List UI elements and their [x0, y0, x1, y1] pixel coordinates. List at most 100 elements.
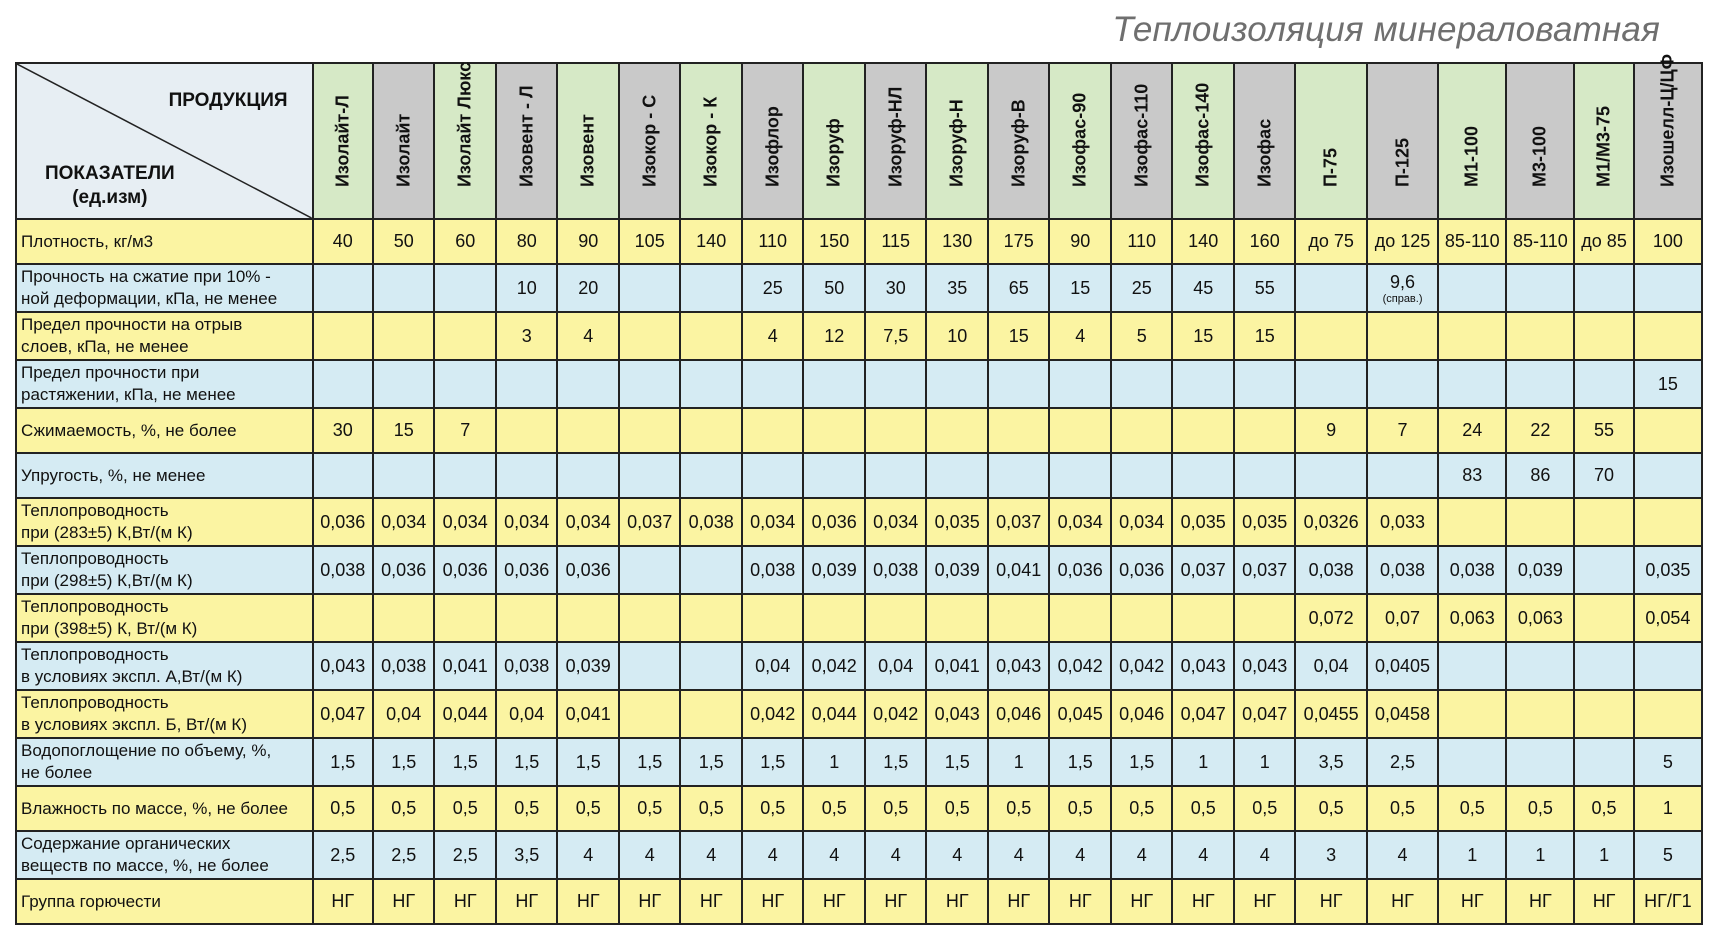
- indicators-label: ПОКАЗАТЕЛИ (ед.изм): [45, 162, 175, 210]
- table-cell: 1,5: [311, 737, 374, 787]
- cell-value: 0,047: [1180, 703, 1226, 724]
- table-cell: [1437, 263, 1508, 313]
- column-header: М1-100: [1437, 62, 1508, 220]
- table-cell: 0,038: [740, 545, 805, 595]
- table-cell: 0,5: [311, 785, 374, 832]
- table-cell: 2,5: [433, 830, 497, 880]
- table-cell: 0,037: [1171, 545, 1235, 595]
- column-header: Изошелл-Ц/ЦФ: [1632, 54, 1704, 220]
- cell-value: 0,063: [1449, 607, 1495, 628]
- column-header-label: Изоруф-В: [1008, 99, 1029, 187]
- table-cell: 140: [679, 218, 743, 265]
- table-cell: [925, 359, 989, 409]
- table-cell: [617, 545, 682, 595]
- column-header-label: Изолайт-Л: [332, 95, 353, 187]
- table-cell: [617, 641, 682, 691]
- cell-value: 1: [1198, 751, 1209, 772]
- table-cell: 7: [433, 407, 497, 454]
- cell-value: 4: [1013, 844, 1024, 865]
- table-cell: до 75: [1294, 218, 1368, 265]
- table-cell: [1632, 497, 1704, 547]
- cell-value: 105: [634, 231, 665, 251]
- table-cell: НГ: [1048, 878, 1112, 925]
- cell-value: 85-110: [1513, 231, 1568, 251]
- table-cell: НГ: [556, 878, 620, 925]
- table-cell: 0,038: [371, 641, 436, 691]
- table-cell: 4: [1048, 311, 1112, 361]
- column-header-label: Изофас-140: [1192, 82, 1213, 187]
- cell-value: 0,04: [1313, 655, 1349, 676]
- cell-value: 65: [1008, 277, 1029, 298]
- table-cell: [1573, 641, 1635, 691]
- table-cell: [1505, 641, 1576, 691]
- table-cell: [863, 452, 928, 499]
- table-cell: [371, 359, 436, 409]
- cell-value: 0,039: [1517, 559, 1563, 580]
- table-cell: 1,5: [556, 737, 620, 787]
- cell-value: 0,044: [811, 703, 857, 724]
- table-cell: [1294, 311, 1368, 361]
- table-cell: [740, 593, 805, 643]
- cell-value: 0,036: [811, 511, 857, 532]
- cell-value: до 125: [1374, 231, 1431, 251]
- cell-value: 4: [890, 844, 901, 865]
- cell-value: НГ: [515, 891, 539, 911]
- table-cell: [1109, 407, 1174, 454]
- row-label-line: Влажность по массе, %, не более: [21, 798, 288, 818]
- cell-value: 10: [516, 277, 537, 298]
- table-cell: [433, 359, 497, 409]
- column-header: Изовент - Л: [494, 62, 559, 220]
- cell-value: 1: [1535, 844, 1546, 865]
- table-cell: НГ: [1573, 878, 1635, 925]
- table-cell: [1365, 311, 1440, 361]
- table-row: Сжимаемость, %, не более 30 15 7 9 7 24 22 55: [15, 407, 1704, 454]
- table-cell: 2,5: [371, 830, 436, 880]
- table-cell: [1573, 497, 1635, 547]
- table-cell: 0,038: [679, 497, 743, 547]
- cell-value: 90: [578, 231, 599, 251]
- row-label: Плотность, кг/м3: [15, 218, 314, 265]
- cell-value: 0,044: [442, 703, 488, 724]
- cell-value: 2,5: [1390, 751, 1416, 772]
- table-cell: НГ: [1365, 878, 1440, 925]
- table-cell: 1,5: [925, 737, 989, 787]
- cell-value: 0,036: [442, 559, 488, 580]
- table-cell: [1232, 407, 1297, 454]
- table-cell: [1573, 311, 1635, 361]
- cell-value: НГ: [1253, 891, 1277, 911]
- cell-value: 4: [706, 844, 717, 865]
- table-cell: 0,047: [311, 689, 374, 739]
- table-cell: 0,5: [433, 785, 497, 832]
- cell-value: 1,5: [1129, 751, 1155, 772]
- column-header-label: Изокор - К: [700, 96, 721, 187]
- table-cell: 0,5: [1437, 785, 1508, 832]
- table-row: Теплопроводность в условиях экспл. Б, Вт/…: [15, 689, 1704, 739]
- row-label: Предел прочности на отрыв слоев, кПа, не …: [15, 311, 314, 361]
- table-cell: 15: [1171, 311, 1235, 361]
- table-cell: [1437, 359, 1508, 409]
- table-row: Группа горючести НГ НГ НГ НГ НГ НГ НГ НГ НГ НГ НГ НГ…: [15, 878, 1704, 925]
- table-cell: 0,5: [1048, 785, 1112, 832]
- column-header-label: Изовент: [577, 114, 598, 187]
- table-cell: 0,5: [1171, 785, 1235, 832]
- table-cell: [1505, 359, 1576, 409]
- cell-value: 3,5: [1318, 751, 1344, 772]
- cell-value: 0,034: [873, 511, 919, 532]
- cell-value: 1,5: [760, 751, 786, 772]
- table-cell: 0,04: [371, 689, 436, 739]
- row-label: Предел прочности при растяжении, кПа, не …: [15, 359, 314, 409]
- cell-value: 0,036: [1057, 559, 1103, 580]
- table-body: Плотность, кг/м3 40 50 60 80 90 105 140 110 150 11…: [15, 218, 1704, 925]
- table-cell: [863, 407, 928, 454]
- row-label-line: в условиях экспл. А,Вт/(м К): [21, 667, 243, 686]
- table-cell: НГ: [986, 878, 1051, 925]
- table-cell: 1,5: [1109, 737, 1174, 787]
- cell-value: 0,5: [1527, 798, 1553, 818]
- cell-value: 0,033: [1380, 511, 1426, 532]
- table-cell: [679, 452, 743, 499]
- cell-value: 0,037: [627, 511, 673, 532]
- row-label: Теплопроводность в условиях экспл. Б, Вт/…: [15, 689, 314, 739]
- table-cell: 0,036: [1048, 545, 1112, 595]
- table-cell: 15: [1048, 263, 1112, 313]
- cell-value: 5: [1662, 844, 1673, 865]
